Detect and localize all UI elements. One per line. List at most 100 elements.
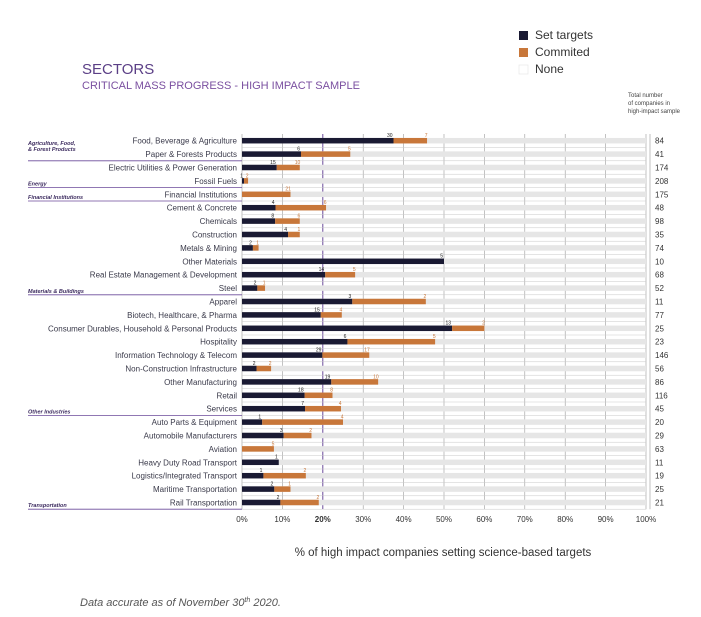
- bar-set-targets-paper-forests-products: [242, 151, 301, 157]
- bar-none-metals-mining: [242, 245, 646, 251]
- label-set-targets-information-technology-telecom: 29: [316, 348, 322, 354]
- label-set-targets-chemicals: 8: [271, 214, 274, 220]
- label-set-targets-maritime-transportation: 2: [271, 482, 274, 488]
- total-apparel: 11: [655, 298, 664, 307]
- category-logistics-integrated-transport: Logistics/Integrated Transport: [132, 472, 238, 481]
- bar-set-targets-apparel: [242, 298, 353, 305]
- footnote: Data accurate as of November 30th 2020.: [80, 597, 281, 609]
- total-maritime-transportation: 25: [655, 485, 664, 494]
- bar-none-rail-transportation: [242, 499, 646, 506]
- total-construction: 35: [655, 231, 664, 240]
- x-tick-100: 100%: [636, 515, 656, 524]
- label-commited-cement-concrete: 6: [324, 200, 327, 206]
- bar-set-targets-non-construction-infrastructure: [242, 365, 257, 372]
- label-set-targets-logistics-integrated-transport: 1: [260, 468, 263, 474]
- category-rail-transportation: Rail Transportation: [170, 499, 237, 508]
- bar-commited-automobile-manufacturers: [283, 432, 312, 439]
- bar-commited-auto-parts-equipment: [262, 419, 343, 425]
- total-steel: 52: [655, 284, 664, 293]
- bar-none-apparel: [242, 298, 646, 305]
- label-commited-fossil-fuels: 2: [246, 173, 249, 179]
- bar-none-auto-parts-equipment: [242, 419, 646, 425]
- label-set-targets-rail-transportation: 2: [277, 495, 280, 501]
- label-commited-food-beverage-agriculture: 7: [425, 133, 428, 139]
- bar-commited-steel: [257, 285, 266, 291]
- bar-set-targets-automobile-manufacturers: [242, 432, 284, 439]
- label-commited-electric-utilities-power-generation: 10: [295, 160, 301, 166]
- category-fossil-fuels: Fossil Fuels: [194, 177, 237, 186]
- bar-set-targets-maritime-transportation: [242, 486, 275, 492]
- bar-commited-logistics-integrated-transport: [263, 472, 306, 479]
- category-metals-mining: Metals & Mining: [180, 244, 237, 253]
- total-financial-institutions: 175: [655, 190, 669, 199]
- bar-commited-financial-institutions: [242, 191, 291, 198]
- bar-set-targets-cement-concrete: [242, 204, 276, 211]
- label-commited-retail: 8: [330, 388, 333, 394]
- bar-none-real-estate-management-development: [242, 271, 646, 278]
- bar-set-targets-information-technology-telecom: [242, 352, 323, 358]
- bar-set-targets-other-manufacturing: [242, 379, 332, 385]
- total-electric-utilities-power-generation: 174: [655, 164, 669, 173]
- label-commited-consumer-durables-household-personal-products: 2: [482, 321, 485, 327]
- totals-header-line-3: high-impact sample: [628, 109, 681, 115]
- label-set-targets-auto-parts-equipment: 1: [258, 415, 261, 421]
- total-food-beverage-agriculture: 84: [655, 137, 664, 146]
- bar-none-logistics-integrated-transport: [242, 472, 646, 479]
- x-tick-30: 30%: [355, 515, 371, 524]
- label-set-targets-electric-utilities-power-generation: 15: [270, 160, 276, 166]
- chart-subtitle: CRITICAL MASS PROGRESS - HIGH IMPACT SAM…: [82, 80, 360, 92]
- bar-set-targets-consumer-durables-household-personal-products: [242, 325, 453, 332]
- category-chemicals: Chemicals: [200, 217, 237, 226]
- label-commited-automobile-manufacturers: 2: [309, 428, 312, 434]
- total-logistics-integrated-transport: 19: [655, 472, 664, 481]
- category-consumer-durables-household-personal-products: Consumer Durables, Household & Personal …: [48, 324, 237, 333]
- bar-commited-cement-concrete: [275, 204, 327, 211]
- label-commited-auto-parts-equipment: 4: [341, 415, 344, 421]
- legend-label-none: None: [535, 62, 564, 76]
- x-axis-label: % of high impact companies setting scien…: [295, 547, 592, 559]
- label-set-targets-other-manufacturing: 19: [325, 374, 331, 380]
- bar-none-paper-forests-products: [242, 151, 646, 157]
- bar-none-non-construction-infrastructure: [242, 365, 646, 372]
- total-chemicals: 98: [655, 217, 664, 226]
- label-set-targets-steel: 2: [254, 281, 257, 287]
- bar-set-targets-heavy-duty-road-transport: [242, 459, 279, 466]
- group-label-financial-institutions: Financial Institutions: [28, 195, 83, 201]
- category-real-estate-management-development: Real Estate Management & Development: [90, 271, 238, 280]
- label-set-targets-food-beverage-agriculture: 30: [387, 133, 393, 139]
- bar-commited-food-beverage-agriculture: [393, 137, 428, 144]
- label-commited-rail-transportation: 2: [316, 495, 319, 501]
- label-commited-apparel: 2: [424, 294, 427, 300]
- bar-set-targets-real-estate-management-development: [242, 271, 326, 278]
- category-paper-forests-products: Paper & Forests Products: [145, 150, 237, 159]
- x-tick-60: 60%: [476, 515, 492, 524]
- group-label-materials-buildings: Materials & Buildings: [28, 289, 84, 295]
- label-set-targets-fossil-fuels: 1: [240, 173, 243, 179]
- total-paper-forests-products: 41: [655, 150, 664, 159]
- bar-none-cement-concrete: [242, 204, 646, 211]
- bar-commited-chemicals: [275, 218, 300, 224]
- label-set-targets-metals-mining: 2: [249, 240, 252, 246]
- label-set-targets-consumer-durables-household-personal-products: 13: [446, 321, 452, 327]
- label-commited-other-manufacturing: 10: [373, 374, 379, 380]
- total-cement-concrete: 48: [655, 204, 664, 213]
- x-tick-90: 90%: [598, 515, 614, 524]
- label-set-targets-real-estate-management-development: 14: [319, 267, 325, 273]
- bar-commited-paper-forests-products: [300, 151, 351, 157]
- bar-set-targets-logistics-integrated-transport: [242, 472, 264, 479]
- label-commited-real-estate-management-development: 5: [353, 267, 356, 273]
- bar-none-aviation: [242, 446, 646, 452]
- bar-set-targets-construction: [242, 231, 289, 238]
- total-heavy-duty-road-transport: 11: [655, 458, 664, 467]
- x-tick-50: 50%: [436, 515, 452, 524]
- bar-commited-consumer-durables-household-personal-products: [452, 325, 485, 332]
- bar-commited-real-estate-management-development: [325, 271, 356, 278]
- category-other-manufacturing: Other Manufacturing: [164, 378, 237, 387]
- bar-none-information-technology-telecom: [242, 352, 646, 358]
- category-retail: Retail: [217, 391, 238, 400]
- x-tick-20: 20%: [315, 515, 331, 524]
- label-commited-aviation: 5: [272, 441, 275, 447]
- category-automobile-manufacturers: Automobile Manufacturers: [144, 432, 237, 441]
- category-electric-utilities-power-generation: Electric Utilities & Power Generation: [109, 164, 238, 173]
